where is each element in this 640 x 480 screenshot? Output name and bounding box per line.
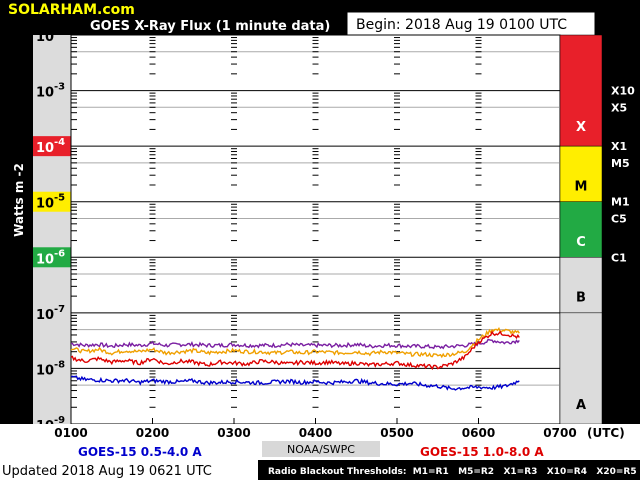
y-label-column [33,35,71,424]
class-band [559,201,603,258]
y-tick-label: 10 [36,86,54,101]
y-tick-exponent: -2 [54,26,65,37]
begin-box [346,11,596,37]
y-axis-label: Watts m -2 [12,163,26,237]
source-label: NOAA/SWPC [287,443,355,456]
footer-band [0,460,258,480]
series-line [70,326,520,359]
y-tick-label: 10 [36,197,54,212]
x-tick-label: 0500 [380,426,413,440]
x-tick-label: 0100 [54,426,87,440]
brand-label: SOLARHAM.com [8,2,135,18]
legend-long: GOES-15 1.0-8.0 A [420,445,544,459]
series-line [70,330,520,371]
updated-label: Updated 2018 Aug 19 0621 UTC [2,464,212,479]
x-tick-label: 0700 [543,426,576,440]
threshold-label: X5 [611,101,627,114]
x-tick-labels: 0100 0200 0300 0400 0500 0600 0700 [54,426,576,440]
class-bands: X M C B A [559,34,603,425]
y-tick-label: 10 [36,30,54,45]
decade-highlight [33,247,71,268]
y-tick-exponent: -9 [54,415,65,426]
chart-title: GOES X-Ray Flux (1 minute data) [90,19,330,34]
y-tick-labels: 10-210-310-410-510-610-710-810-9 [33,26,71,434]
blackout-thresholds: Radio Blackout Thresholds: M1=R1 M5=R2 X… [268,467,637,477]
y-tick-label: 10 [36,308,54,323]
y-tick-exponent: -4 [54,137,65,148]
series-line [70,338,520,350]
class-band-label: B [576,291,586,306]
y-tick-exponent: -8 [54,359,65,370]
begin-label: Begin: 2018 Aug 19 0100 UTC [356,17,567,33]
series-lines [70,326,520,391]
x-tick-label: 0300 [217,426,250,440]
decade-highlight [33,191,71,212]
threshold-label: C1 [611,251,627,264]
threshold-labels: X10 X5 X1 M5 M1 C5 C1 [611,85,635,265]
decade-highlight [33,136,71,157]
class-band-label: A [576,398,586,413]
y-tick-label: 10 [36,363,54,378]
threshold-label: M5 [611,157,630,170]
class-band [559,312,603,425]
y-tick-exponent: -3 [54,82,65,93]
series-line [70,375,520,391]
legend-short: GOES-15 0.5-4.0 A [78,445,202,459]
x-tick-label: 0600 [462,426,495,440]
threshold-label: X10 [611,85,635,98]
blackout-band [258,460,640,480]
class-band-label: C [576,235,586,250]
x-axis-unit: (UTC) [587,426,625,440]
x-tick-label: 0400 [299,426,332,440]
y-tick-exponent: -6 [54,248,65,259]
class-band [559,257,603,314]
y-tick-exponent: -5 [54,193,65,204]
y-tick-exponent: -7 [54,304,65,315]
grid [70,34,561,425]
class-band-label: M [575,180,588,195]
y-tick-label: 10 [36,141,54,156]
y-tick-label: 10 [36,252,54,267]
x-tick-label: 0200 [136,426,169,440]
source-box [262,441,380,457]
class-band [559,145,603,202]
threshold-label: X1 [611,140,627,153]
threshold-label: C5 [611,212,627,225]
class-band-label: X [576,120,586,135]
threshold-label: M1 [611,196,630,209]
